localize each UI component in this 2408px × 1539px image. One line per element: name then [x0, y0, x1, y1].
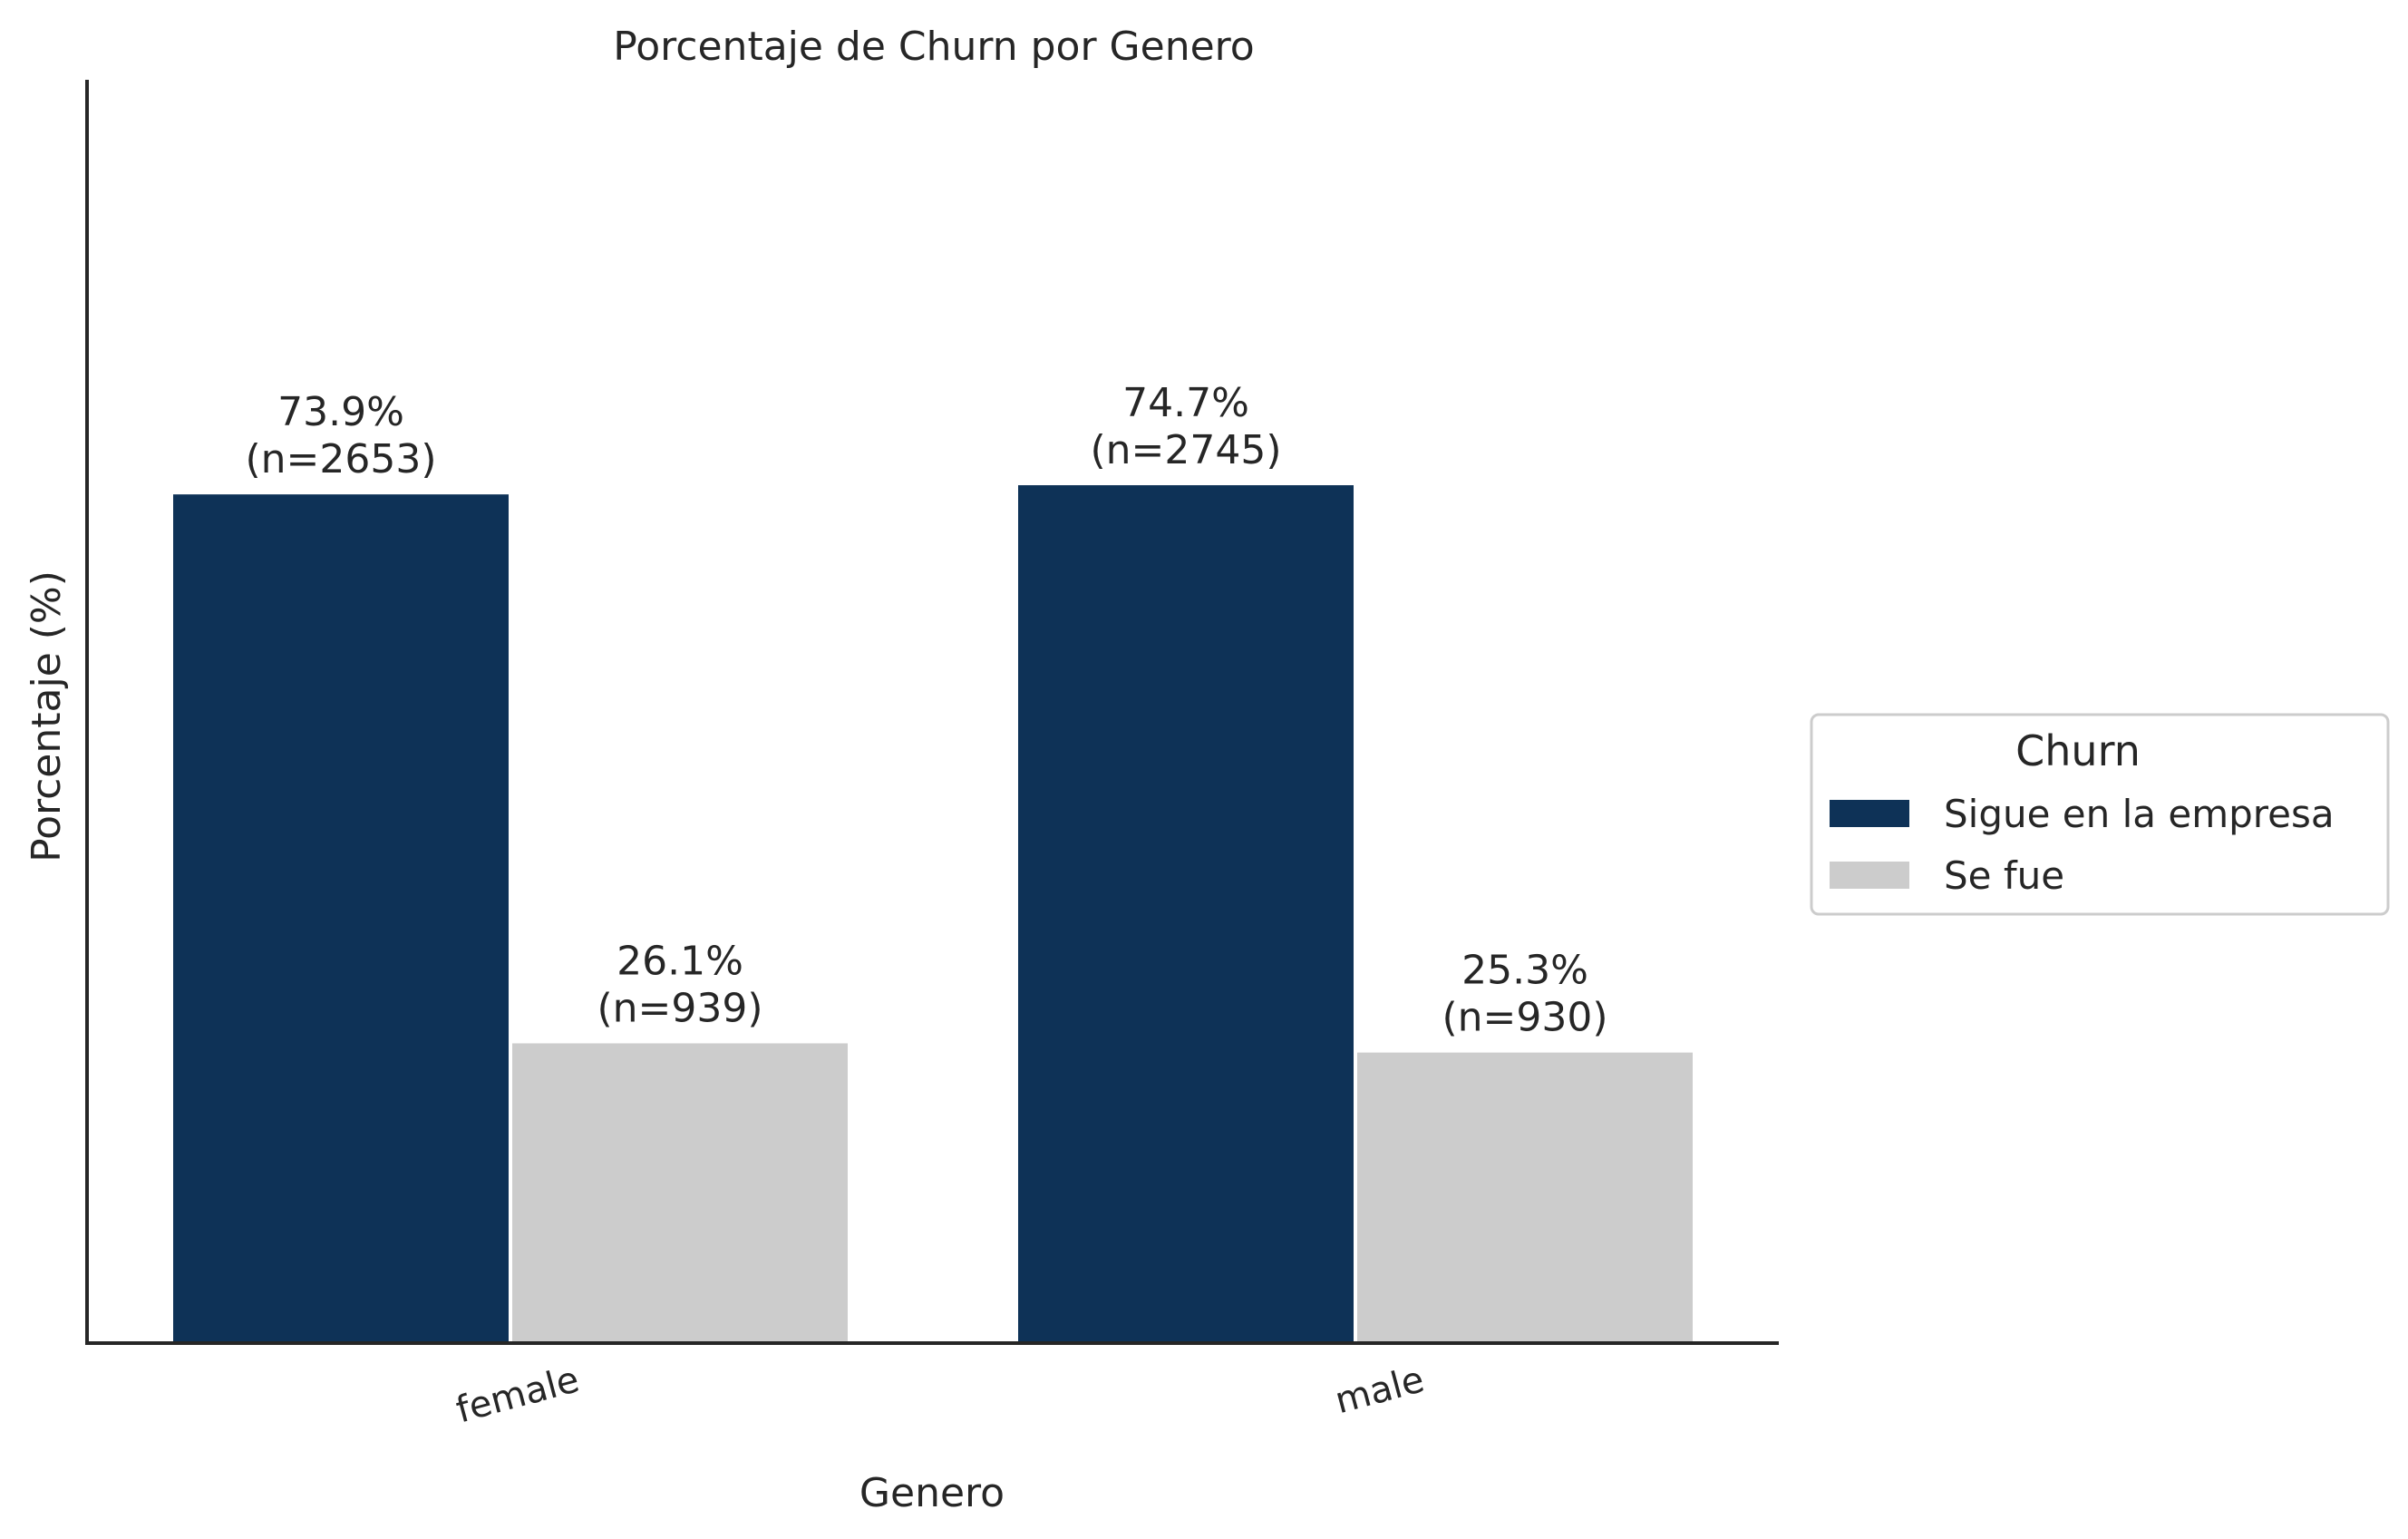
x-tick-labels-group: female male — [452, 1359, 1428, 1431]
x-axis-label: Genero — [859, 1470, 1005, 1516]
bar-female-sigue-en-la-empresa — [173, 494, 509, 1343]
data-label-percent-male-sigue-en-la-empresa: 74.7% — [1122, 380, 1249, 426]
y-axis-label: Porcentaje (%) — [24, 570, 70, 862]
legend-title: Churn — [2015, 726, 2141, 775]
legend-swatch-sigue-en-la-empresa — [1830, 800, 1909, 827]
data-label-percent-female-se-fue: 26.1% — [617, 938, 743, 984]
x-tick-label-male: male — [1331, 1359, 1429, 1422]
x-tick-label-female: female — [452, 1359, 583, 1431]
data-label-count-male-se-fue: (n=930) — [1442, 995, 1607, 1041]
legend-frame — [1810, 713, 2390, 916]
legend: Churn Sigue en la empresa Se fue — [1810, 713, 2390, 916]
chart-title: Porcentaje de Churn por Genero — [613, 24, 1254, 70]
legend-label-sigue-en-la-empresa: Sigue en la empresa — [1944, 792, 2335, 836]
data-label-percent-male-se-fue: 25.3% — [1461, 948, 1588, 994]
data-label-count-female-se-fue: (n=939) — [597, 985, 762, 1031]
data-label-count-female-sigue-en-la-empresa: (n=2653) — [245, 436, 436, 482]
bar-male-se-fue — [1357, 1052, 1693, 1343]
bars-group — [173, 485, 1693, 1343]
data-labels-group: 73.9%(n=2653) 26.1%(n=939) 74.7%(n=2745) 25… — [245, 380, 1607, 1041]
bar-female-se-fue — [512, 1043, 848, 1343]
legend-label-se-fue: Se fue — [1944, 853, 2064, 898]
bar-male-sigue-en-la-empresa — [1018, 485, 1354, 1343]
legend-swatch-se-fue — [1830, 862, 1909, 889]
data-label-count-male-sigue-en-la-empresa: (n=2745) — [1090, 427, 1281, 473]
data-label-percent-female-sigue-en-la-empresa: 73.9% — [277, 389, 404, 435]
